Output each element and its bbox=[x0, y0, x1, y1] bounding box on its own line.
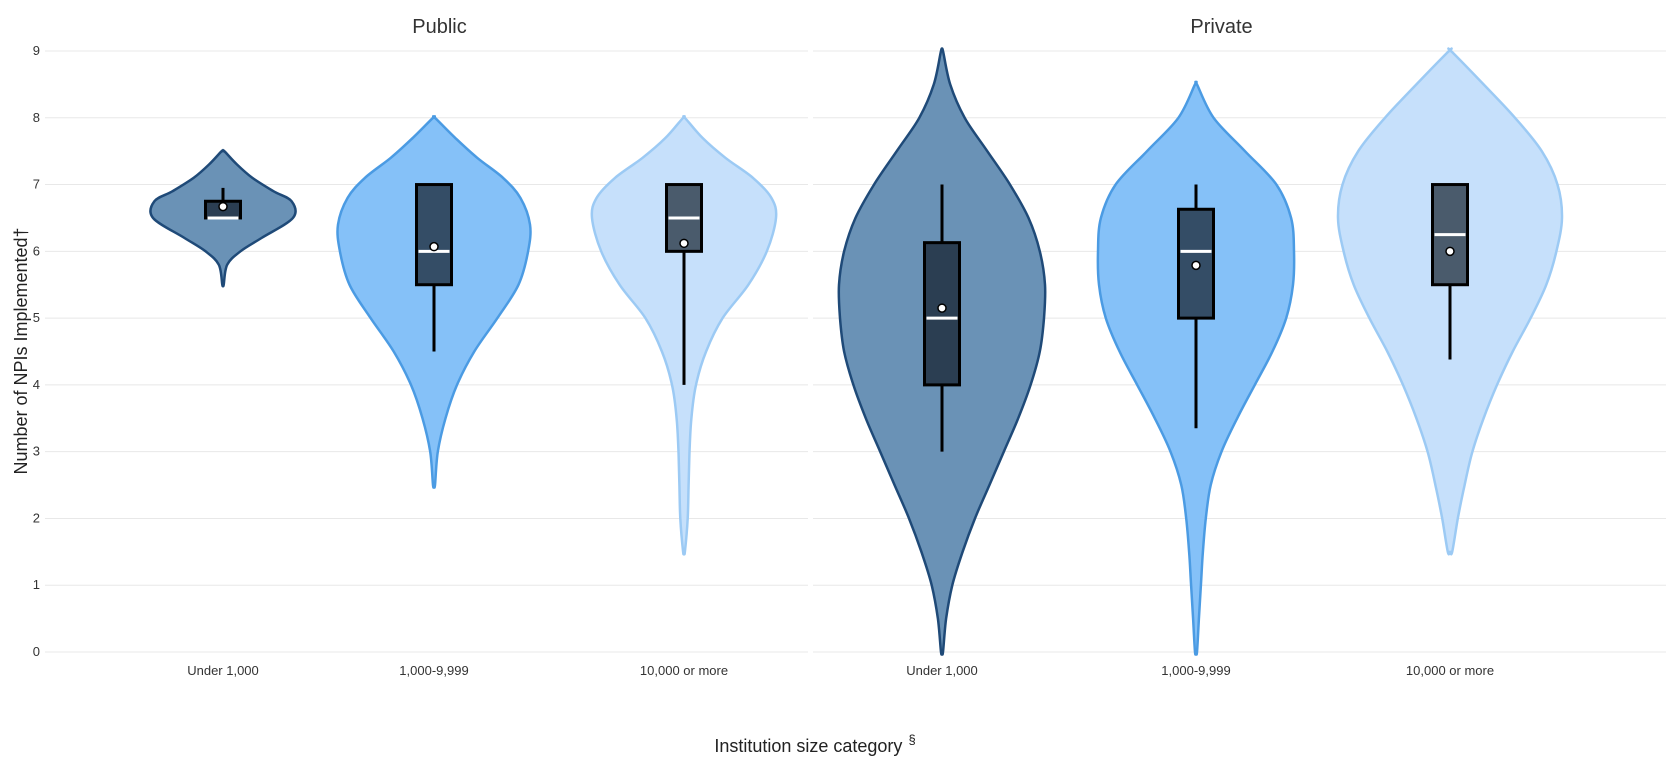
y-tick-label: 0 bbox=[33, 644, 40, 659]
facet-title: Public bbox=[412, 16, 466, 38]
y-tick-label: 1 bbox=[33, 577, 40, 592]
y-tick-label: 4 bbox=[33, 377, 40, 392]
x-tick-label: 1,000-9,999 bbox=[399, 663, 468, 678]
x-axis-title-superscript: § bbox=[908, 732, 915, 747]
mean-point bbox=[937, 303, 947, 313]
x-tick-label: 10,000 or more bbox=[640, 663, 728, 678]
y-tick-label: 6 bbox=[33, 243, 40, 258]
y-tick-label: 9 bbox=[33, 43, 40, 58]
mean-point bbox=[429, 241, 439, 252]
mean-point bbox=[1191, 260, 1201, 271]
box bbox=[1177, 207, 1215, 320]
y-tick-label: 2 bbox=[33, 510, 40, 525]
mean-point bbox=[218, 201, 228, 212]
x-tick-label: Under 1,000 bbox=[906, 663, 978, 678]
y-tick-label: 7 bbox=[33, 177, 40, 192]
y-axis-title: Number of NPIs Implemented† bbox=[11, 227, 31, 474]
text-layer: 0 1 2 3 4 5 6 7 8 9 Public Under 1,000 1,000-9,999 10… bbox=[33, 16, 1494, 678]
box bbox=[415, 183, 453, 287]
y-tick-label: 8 bbox=[33, 110, 40, 125]
y-tick-label: 5 bbox=[33, 310, 40, 325]
violin-layer bbox=[149, 47, 1564, 656]
x-tick-label: 10,000 or more bbox=[1406, 663, 1494, 678]
x-tick-label: Under 1,000 bbox=[187, 663, 259, 678]
y-tick-label: 3 bbox=[33, 444, 40, 459]
x-axis-title: Institution size category § bbox=[714, 732, 915, 756]
x-axis-title-text: Institution size category bbox=[714, 736, 902, 756]
mean-point bbox=[1445, 246, 1455, 257]
mean-point bbox=[679, 238, 689, 249]
facet-title: Private bbox=[1190, 16, 1252, 38]
x-tick-label: 1,000-9,999 bbox=[1161, 663, 1230, 678]
box-layer bbox=[204, 183, 1469, 452]
box bbox=[923, 241, 961, 387]
